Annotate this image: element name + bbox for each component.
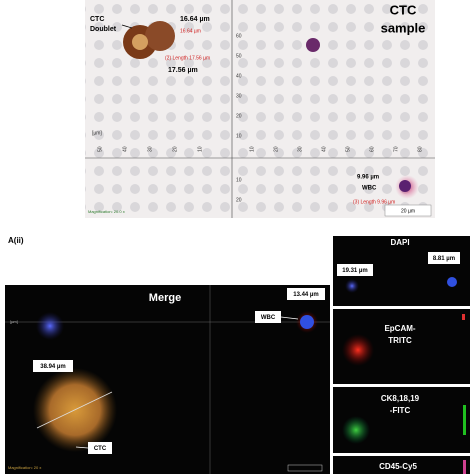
tick-label: 30 [147, 146, 153, 152]
panel-label: A(ii) [8, 236, 24, 245]
cell [342, 416, 370, 444]
tick-label: 60 [236, 33, 242, 39]
unit: [µm] [10, 319, 18, 324]
label-box [88, 442, 112, 454]
measurement: 19.31 µm [342, 268, 367, 274]
label-box [337, 264, 373, 276]
tick-label: 20 [236, 197, 242, 203]
magnification: Magnification: 20.0 x [88, 209, 125, 214]
tick-label: 10 [197, 146, 203, 152]
tick-label: 80 [417, 146, 423, 152]
tick-label: 40 [236, 73, 242, 79]
measure-line [36, 391, 113, 429]
label: Doublet [90, 26, 117, 33]
channel-title: CK8,18,19 [381, 394, 420, 403]
tick-label: 50 [345, 146, 351, 152]
cell [462, 314, 465, 320]
title: sample [381, 20, 426, 35]
measurement: 9.96 µm [357, 175, 379, 181]
tick-label: 40 [122, 146, 128, 152]
channel-title: TRITC [388, 336, 412, 345]
label: CTC [90, 16, 104, 23]
label-box [33, 360, 73, 372]
measurement: 17.56 µm [168, 67, 198, 74]
cell [463, 405, 466, 435]
measurement: 13.44 µm [293, 292, 318, 298]
nucleus [132, 34, 148, 50]
tick-label: 30 [297, 146, 303, 152]
tick-label: 50 [97, 146, 103, 152]
measurement: 8.81 µm [433, 256, 455, 262]
tick-label: 40 [321, 146, 327, 152]
measurement: 16.64 µm [180, 16, 210, 23]
tick-label: 20 [273, 146, 279, 152]
scale-bar-box [384, 204, 432, 217]
cell [306, 38, 320, 52]
tick-label: 10 [249, 146, 255, 152]
tick-label: 70 [393, 146, 399, 152]
pointer [75, 446, 89, 449]
tick-label: 10 [236, 177, 242, 183]
title: Merge [149, 292, 181, 304]
unit: [µm] [92, 130, 102, 136]
scale-bar [287, 464, 323, 472]
cell [345, 279, 359, 293]
label: CTC [94, 446, 107, 452]
measurement: 38.94 µm [40, 364, 65, 370]
tick-label: 50 [236, 53, 242, 59]
cell [447, 277, 457, 287]
channel-title: -FITC [390, 406, 411, 415]
wbc-nucleus [399, 180, 411, 192]
cell [36, 312, 64, 340]
tick-label: 20 [236, 113, 242, 119]
pointer [121, 24, 133, 29]
tick-label: 20 [172, 146, 178, 152]
channel-title: EpCAM- [384, 324, 415, 333]
measurement: (3) Length 9.96 µm [353, 199, 395, 205]
axis-ticks: 60 50 40 30 20 10 10 20 50 40 30 20 10 10 20 30 40 50 60 70… [97, 33, 423, 203]
scale-bar: 20 µm [401, 208, 415, 214]
label: WBC [362, 186, 377, 192]
cell [342, 334, 374, 366]
cell [463, 460, 466, 474]
wbc-nucleus [300, 315, 314, 329]
cd45-image [333, 456, 470, 474]
channel-title: CD45-Cy5 [379, 462, 417, 471]
pointer [280, 316, 299, 320]
measurement: 16.64 µm [180, 28, 201, 34]
tick-label: 60 [369, 146, 375, 152]
measurement: (2) Length 17.56 µm [165, 55, 210, 61]
label-box [287, 288, 325, 300]
tick-label: 30 [236, 93, 242, 99]
ctc-cell [145, 21, 175, 51]
magnification: Magnification: 20 x [8, 465, 41, 470]
label: WBC [261, 315, 276, 321]
title: CTC [390, 2, 417, 17]
tick-label: 10 [236, 133, 242, 139]
label-box [428, 252, 460, 264]
channel-title: DAPI [390, 238, 409, 247]
label-box [255, 311, 281, 323]
